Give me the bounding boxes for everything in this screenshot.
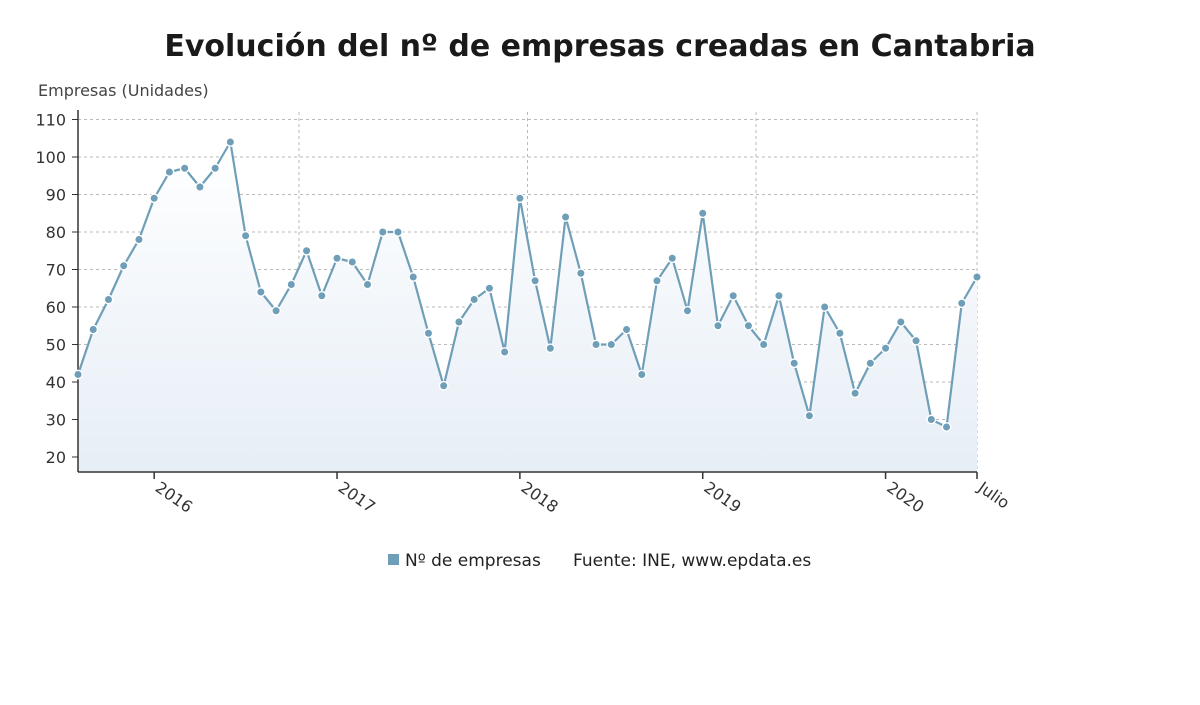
data-point <box>758 339 769 350</box>
y-tick-label: 20 <box>46 448 66 467</box>
data-point <box>819 302 830 312</box>
data-point <box>591 339 601 350</box>
data-point <box>393 227 403 237</box>
data-point <box>73 369 83 380</box>
legend-source: Fuente: INE, www.epdata.es <box>573 551 811 571</box>
x-tick-label: Julio <box>974 477 1013 512</box>
line-layer <box>76 140 978 429</box>
legend: Nº de empresas Fuente: INE, www.epdata.e… <box>388 551 811 571</box>
y-tick-label: 50 <box>46 336 66 355</box>
data-point <box>210 163 221 174</box>
markers <box>73 137 982 432</box>
data-point <box>454 317 464 327</box>
data-point <box>682 305 693 316</box>
data-point <box>255 287 266 297</box>
x-tick-label: 2016 <box>152 478 196 517</box>
y-axis-label: Empresas (Unidades) <box>38 81 209 100</box>
data-point <box>408 272 419 282</box>
data-point <box>514 193 525 204</box>
data-point <box>545 343 556 354</box>
x-tick-label: 2018 <box>518 478 562 517</box>
data-point <box>271 305 281 316</box>
y-tick-label: 80 <box>46 223 66 242</box>
data-point <box>499 347 510 357</box>
data-point <box>149 193 160 204</box>
series-line <box>76 140 978 429</box>
y-tick-label: 70 <box>46 261 66 280</box>
x-tick-label: 2019 <box>700 478 744 517</box>
data-point <box>469 294 480 305</box>
data-point <box>88 324 99 335</box>
data-point <box>377 227 388 237</box>
data-point <box>423 328 434 339</box>
data-point <box>362 279 373 290</box>
data-point <box>332 253 342 264</box>
chart-title: Evolución del nº de empresas creadas en … <box>164 29 1035 64</box>
x-ticks: 2016 2017 2018 2019 2020 Julio <box>152 477 1013 516</box>
data-point <box>865 358 876 369</box>
data-point <box>926 414 937 425</box>
x-tick-label: 2017 <box>335 478 379 517</box>
data-point <box>834 328 845 339</box>
data-point <box>316 290 327 301</box>
data-point <box>179 163 190 174</box>
data-point <box>956 298 967 309</box>
data-point <box>789 358 800 369</box>
data-point <box>895 317 906 327</box>
data-point <box>118 260 129 271</box>
data-point <box>438 380 449 391</box>
y-tick-label: 60 <box>46 298 66 317</box>
data-point <box>225 137 236 147</box>
data-point <box>911 335 921 346</box>
data-point <box>652 275 662 286</box>
data-point <box>804 410 815 421</box>
data-point <box>301 245 312 256</box>
data-point <box>103 294 114 305</box>
data-point <box>560 212 571 222</box>
data-point <box>606 339 617 350</box>
data-point <box>880 343 891 354</box>
data-point <box>774 290 784 301</box>
data-point <box>667 253 678 264</box>
y-tick-label: 90 <box>46 186 66 205</box>
data-point <box>697 208 708 219</box>
y-tick-label: 100 <box>35 148 66 167</box>
data-point <box>850 388 861 399</box>
area-layer <box>78 142 977 472</box>
y-tick-label: 40 <box>46 373 66 392</box>
x-tick-label: 2020 <box>883 478 927 517</box>
data-point <box>575 268 586 279</box>
data-point <box>728 290 739 301</box>
data-point <box>530 275 541 286</box>
data-point <box>743 320 754 331</box>
series-area <box>78 142 977 472</box>
y-tick-label: 30 <box>46 411 66 430</box>
data-point <box>134 234 144 245</box>
legend-swatch <box>388 554 399 565</box>
data-point <box>164 167 175 177</box>
data-point <box>347 257 358 267</box>
data-point <box>484 283 495 294</box>
data-point <box>621 324 632 335</box>
data-point <box>713 320 723 331</box>
data-point <box>240 230 251 241</box>
legend-series-label: Nº de empresas <box>405 551 541 571</box>
data-point <box>941 422 952 432</box>
data-point <box>286 279 297 290</box>
data-point <box>636 369 647 380</box>
data-point <box>972 272 982 282</box>
data-point <box>194 182 205 192</box>
axes <box>72 110 978 479</box>
y-tick-label: 110 <box>35 111 66 130</box>
y-ticks: 20 30 40 50 60 70 80 90 100 110 <box>35 111 66 468</box>
